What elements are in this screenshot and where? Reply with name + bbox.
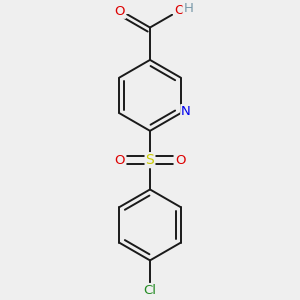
Text: H: H: [184, 2, 194, 15]
Text: N: N: [181, 105, 191, 118]
Text: S: S: [146, 153, 154, 167]
Text: O: O: [174, 4, 184, 17]
Text: O: O: [115, 5, 125, 18]
Text: O: O: [115, 154, 125, 166]
Text: Cl: Cl: [143, 284, 157, 297]
Text: O: O: [175, 154, 185, 166]
